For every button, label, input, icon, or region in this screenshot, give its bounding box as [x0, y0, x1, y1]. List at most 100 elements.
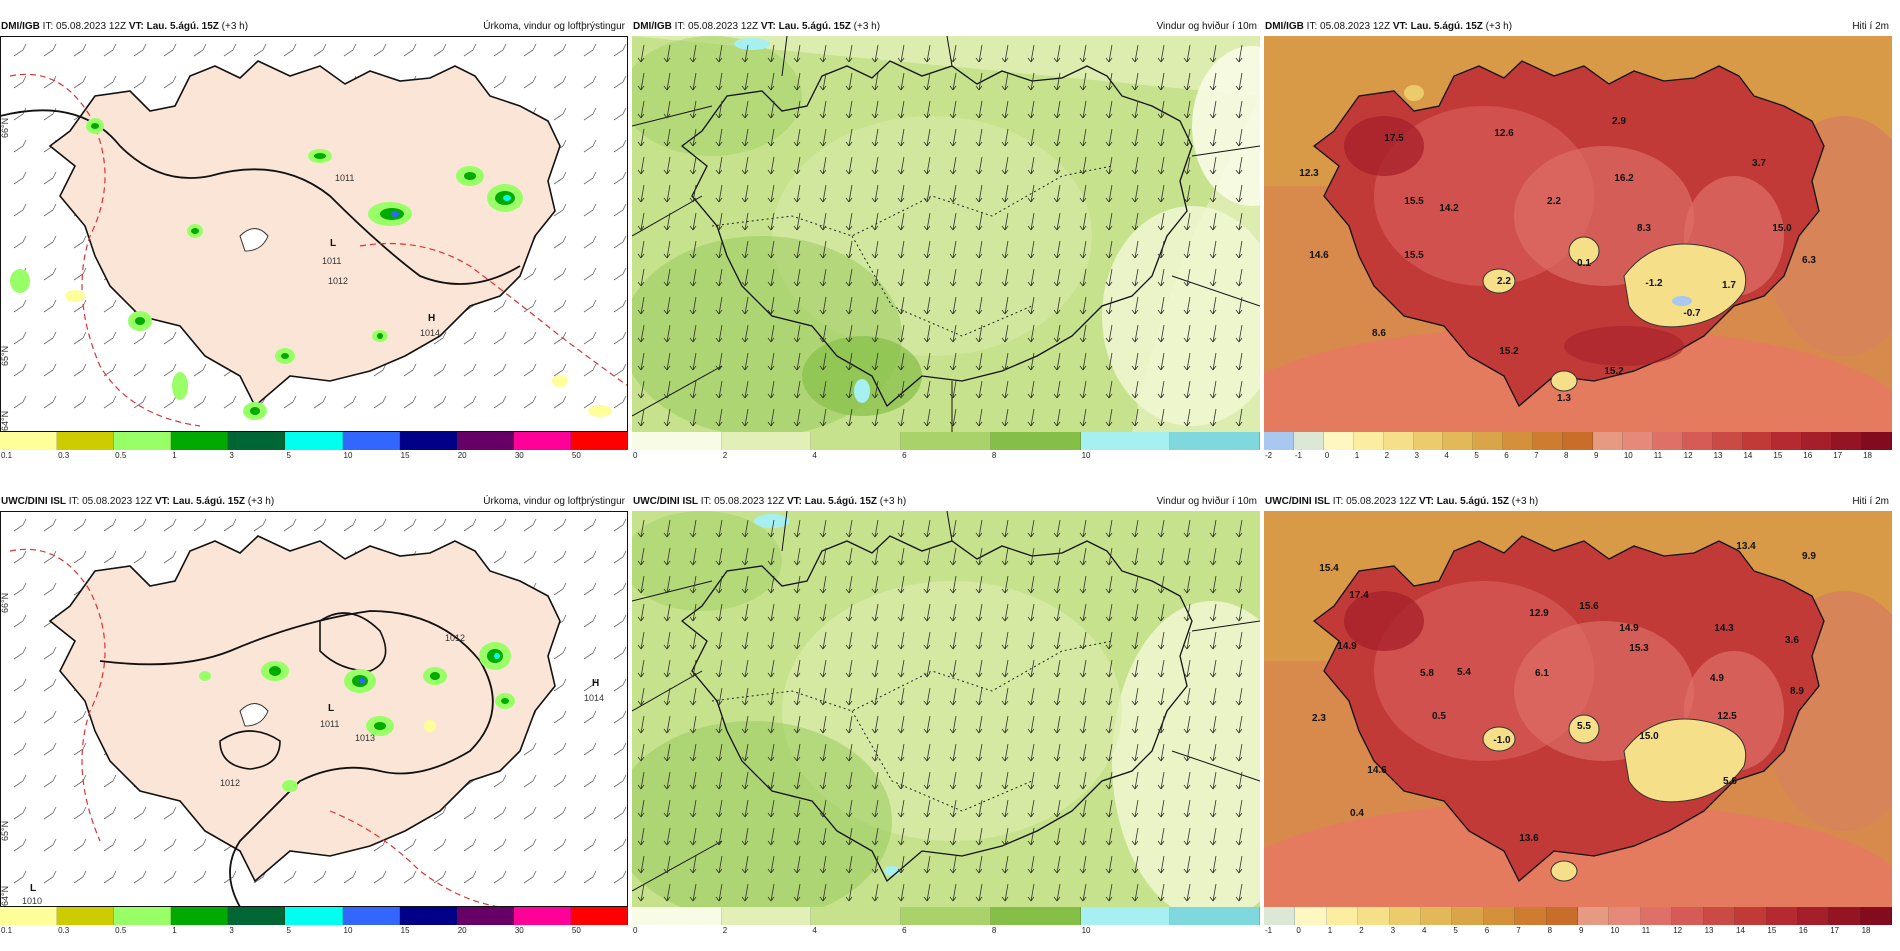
wind-arrow [897, 827, 905, 846]
wind-arrow [767, 827, 775, 846]
wind-arrow [1157, 855, 1165, 874]
wind-arrow [845, 128, 853, 147]
wind-barb [43, 646, 57, 660]
wind-arrow [1079, 100, 1087, 119]
wind-barb [433, 870, 447, 884]
wind-arrow [793, 156, 801, 175]
temperature-value: 5.6 [1723, 776, 1737, 787]
isobar-label: 1012 [328, 276, 348, 286]
wind-arrow [1001, 324, 1009, 343]
wind-barb [493, 43, 507, 57]
wind-barb [523, 395, 537, 409]
wind-arrow [897, 519, 905, 538]
wind-arrow [1157, 352, 1165, 371]
wind-barb [103, 838, 117, 852]
wind-arrow [1105, 687, 1113, 706]
wind-panel-row1: DMI/IGB IT: 05.08.2023 12Z VT: Lau. 5.ág… [632, 18, 1261, 476]
wind-barb [583, 171, 597, 185]
colorbar-tick-label: 12 [1683, 451, 1693, 460]
wind-arrow [1053, 575, 1061, 594]
panel-title: Hiti í 2m [1852, 496, 1889, 507]
wind-barb [523, 806, 537, 820]
wind-arrow [1105, 575, 1113, 594]
lat-label: 65°N [0, 346, 10, 366]
wind-arrow [1053, 883, 1061, 902]
wind-arrow [689, 547, 697, 566]
wind-arrow [1105, 212, 1113, 231]
colorbar-swatch [513, 907, 571, 925]
wind-barb [73, 395, 87, 409]
wind-arrow [793, 883, 801, 902]
colorbar-swatch [1578, 907, 1610, 925]
wind-barb [103, 774, 117, 788]
wind-arrow [663, 324, 671, 343]
colorbar-tick-label: 16 [1803, 451, 1813, 460]
wind-arrow [1079, 408, 1087, 427]
wind-barb [463, 838, 477, 852]
wind-arrow [1131, 547, 1139, 566]
wind-arrow [1157, 268, 1165, 287]
wind-barb [73, 870, 87, 884]
wind-arrow [1027, 743, 1035, 762]
wind-barb [613, 43, 627, 57]
wind-arrow [897, 156, 905, 175]
wind-arrow [845, 324, 853, 343]
colorbar-swatch [342, 907, 400, 925]
wind-arrow [1001, 659, 1009, 678]
colorbar-swatch [456, 432, 514, 450]
wind-arrow [975, 352, 983, 371]
wind-arrow [871, 128, 879, 147]
wind-arrow [1235, 547, 1243, 566]
wind-barb [613, 363, 627, 377]
wind-arrow [715, 855, 723, 874]
colorbar-swatch [1652, 432, 1683, 450]
temperature-value: 15.5 [1404, 250, 1424, 261]
wind-map [632, 511, 1260, 907]
wind-arrow [1235, 380, 1243, 399]
wind-arrow [1027, 771, 1035, 790]
wind-barb [13, 806, 27, 820]
model-name: UWC/DINI ISL [1265, 496, 1330, 507]
wind-panel-row2: UWC/DINI ISL IT: 05.08.2023 12Z VT: Lau.… [632, 493, 1261, 951]
wind-barb [133, 550, 147, 564]
wind-arrow [819, 44, 827, 63]
wind-arrow [741, 184, 749, 203]
wind-arrow [975, 100, 983, 119]
wind-arrow [689, 659, 697, 678]
wind-arrow [949, 575, 957, 594]
wind-barb [73, 363, 87, 377]
wind-barb [103, 806, 117, 820]
colorbar-swatch [811, 432, 902, 450]
wind-arrow [1209, 855, 1217, 874]
wind-arrow [1027, 240, 1035, 259]
wind-arrow [1183, 212, 1191, 231]
temp-map-svg: 13.4 9.9 15.4 17.4 12.9 15.6 14.9 15.3 14.9 14.3 3… [1264, 511, 1892, 907]
wind-arrow [871, 827, 879, 846]
wind-arrow [715, 715, 723, 734]
wind-arrow [1001, 380, 1009, 399]
colorbar-tick-label: 2 [722, 451, 728, 460]
wind-arrow [1027, 603, 1035, 622]
wind-arrow [845, 212, 853, 231]
temperature-value: 14.6 [1309, 250, 1329, 261]
wind-arrow [923, 408, 931, 427]
wind-arrow [1235, 72, 1243, 91]
temperature-value: 2.9 [1612, 116, 1626, 127]
glacier-outline [239, 228, 269, 252]
wind-arrow [1027, 855, 1035, 874]
wind-arrow [1001, 72, 1009, 91]
wind-barb [73, 235, 87, 249]
colorbar-swatch [1682, 432, 1713, 450]
wind-arrow [871, 408, 879, 427]
wind-arrow [1157, 687, 1165, 706]
wind-arrow [923, 380, 931, 399]
wind-arrow [1001, 296, 1009, 315]
wind-barb [133, 331, 147, 345]
colorbar-swatch [399, 432, 457, 450]
wind-arrow [975, 408, 983, 427]
wind-arrow [1053, 603, 1061, 622]
colorbar-swatch [114, 907, 172, 925]
lat-label: 66°N [0, 593, 10, 613]
wind-arrow [1183, 240, 1191, 259]
wind-arrow [819, 799, 827, 818]
